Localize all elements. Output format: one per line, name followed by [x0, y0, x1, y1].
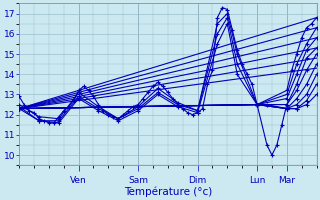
X-axis label: Température (°c): Température (°c) [124, 186, 212, 197]
